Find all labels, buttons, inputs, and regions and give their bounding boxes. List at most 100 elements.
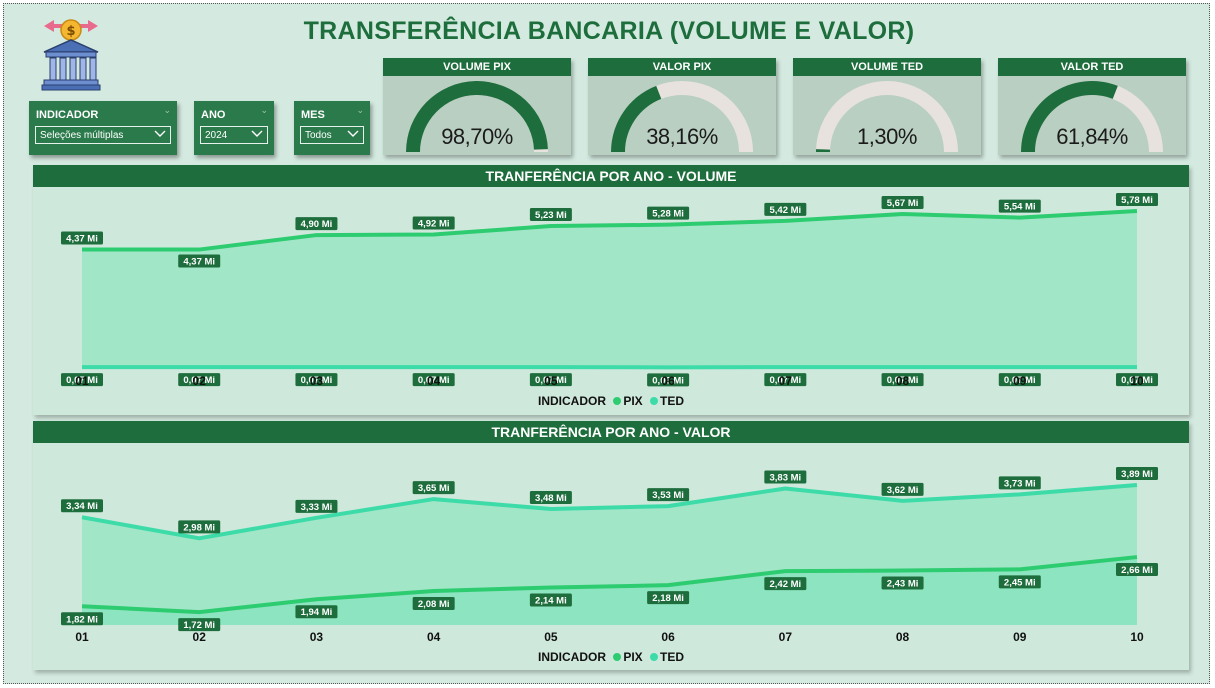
filter-options-icon[interactable]: ⌄	[163, 105, 171, 115]
data-label: 5,28 Mi	[647, 206, 690, 220]
gauge-fill	[611, 85, 662, 152]
data-label-box	[178, 618, 221, 632]
data-label: 1,72 Mi	[178, 618, 221, 632]
data-label-box	[647, 488, 690, 502]
data-label-text: 0,07 Mi	[1121, 375, 1153, 386]
data-label: 3,83 Mi	[764, 470, 807, 484]
gauge-valor-ted	[1021, 81, 1163, 152]
x-tick-label: 10	[1130, 630, 1144, 643]
data-label-box	[647, 373, 690, 387]
data-label: 0,07 Mi	[178, 373, 221, 387]
legend-pix[interactable]: PIX	[623, 394, 643, 408]
data-label: 5,54 Mi	[998, 199, 1041, 213]
data-label: 2,14 Mi	[529, 593, 572, 607]
data-label: 3,33 Mi	[295, 499, 338, 513]
kpi-title: VOLUME TED	[793, 58, 981, 76]
data-label-text: 3,73 Mi	[1004, 478, 1036, 489]
kpi-title: VALOR TED	[998, 58, 1186, 76]
data-label-text: 3,89 Mi	[1121, 469, 1153, 480]
series-line-ted	[81, 483, 1138, 541]
data-label-text: 3,33 Mi	[301, 502, 333, 513]
data-label-text: 2,18 Mi	[652, 593, 684, 604]
filter-select[interactable]: Seleções múltiplas	[35, 126, 171, 144]
data-label: 2,45 Mi	[998, 575, 1041, 589]
data-label-box	[647, 206, 690, 220]
data-label: 4,37 Mi	[61, 231, 103, 245]
data-label-text: 4,90 Mi	[301, 219, 333, 230]
data-label: 0,07 Mi	[1116, 373, 1158, 387]
filter-options-icon[interactable]: ⌄	[260, 105, 268, 115]
filter-indicador[interactable]: INDICADOR ⌄ Seleções múltiplas	[29, 101, 177, 155]
x-tick-label: 05	[544, 630, 558, 643]
data-label-text: 2,98 Mi	[183, 522, 215, 533]
data-label-box	[61, 499, 103, 513]
line-chart-volume: 4,37 Mi 4,37 Mi 4,90 Mi 4,92 Mi 5,23 Mi 5,28 …	[61, 193, 1158, 387]
data-label-text: 3,48 Mi	[535, 493, 567, 504]
x-tick-label: 04	[427, 630, 441, 643]
data-label-text: 5,28 Mi	[652, 209, 684, 220]
x-tick-label: 06	[661, 630, 675, 643]
data-label: 0,07 Mi	[998, 373, 1041, 387]
data-label-box	[764, 373, 807, 387]
data-label: 0,07 Mi	[764, 373, 807, 387]
legend-ted[interactable]: TED	[660, 394, 685, 408]
data-label: 0,07 Mi	[881, 373, 924, 387]
kpi-value: 38,16%	[646, 124, 718, 149]
data-label-box	[881, 196, 924, 210]
chart-title: TRANFERÊNCIA POR ANO - VALOR	[33, 421, 1189, 443]
data-label: 2,42 Mi	[764, 577, 807, 591]
series-area-pix	[82, 557, 1137, 625]
series-line-pix	[82, 209, 1138, 252]
data-label-box	[412, 597, 455, 611]
data-label: 2,08 Mi	[412, 597, 455, 611]
data-label: 2,43 Mi	[881, 576, 924, 590]
kpi-value: 1,30%	[857, 124, 917, 149]
data-label-box	[881, 373, 924, 387]
data-label: 5,23 Mi	[529, 208, 572, 222]
filter-label: ANO	[201, 109, 226, 121]
legend-title: INDICADOR	[537, 650, 606, 664]
filter-ano[interactable]: ANO ⌄ 2024	[194, 101, 274, 155]
data-label-box	[998, 199, 1041, 213]
legend-ted-marker	[650, 653, 659, 661]
data-label-box	[881, 576, 924, 590]
data-label-box	[764, 577, 807, 591]
data-label-box	[998, 476, 1041, 490]
data-label-box	[529, 491, 572, 505]
data-label-box	[998, 575, 1041, 589]
data-label-box	[998, 373, 1041, 387]
data-label-text: 0,07 Mi	[301, 375, 333, 386]
data-label-text: 1,72 Mi	[183, 620, 215, 631]
kpi-valor-ted: VALOR TED 61,84%	[998, 58, 1186, 155]
data-label-text: 1,82 Mi	[66, 614, 98, 625]
data-label-text: 0,07 Mi	[418, 375, 450, 386]
data-label: 2,98 Mi	[178, 520, 221, 534]
data-label: 3,73 Mi	[998, 476, 1041, 490]
kpi-value: 61,84%	[1056, 124, 1128, 149]
chevron-down-icon	[347, 130, 359, 137]
data-label: 2,66 Mi	[1116, 563, 1158, 577]
data-label: 5,78 Mi	[1116, 193, 1158, 207]
data-label: 0,07 Mi	[529, 373, 572, 387]
data-label-text: 5,23 Mi	[535, 210, 567, 221]
data-label-text: 5,42 Mi	[769, 205, 801, 216]
kpi-title: VOLUME PIX	[383, 58, 571, 76]
legend-pix-marker	[613, 397, 622, 405]
filter-select[interactable]: Todos	[300, 126, 364, 144]
x-tick-label: 07	[779, 374, 793, 387]
data-label: 3,53 Mi	[647, 488, 690, 502]
data-label-text: 3,83 Mi	[769, 473, 801, 484]
bank-money-transfer-icon: $	[41, 19, 101, 91]
legend-pix[interactable]: PIX	[623, 650, 643, 664]
gauge-volume-pix	[406, 80, 548, 152]
data-label: 0,07 Mi	[295, 373, 338, 387]
filter-mes[interactable]: MES ⌄ Todos	[294, 101, 370, 155]
filter-options-icon[interactable]: ⌄	[356, 105, 364, 115]
x-tick-label: 08	[896, 374, 910, 387]
filter-select[interactable]: 2024	[200, 126, 268, 144]
data-label-box	[295, 605, 338, 619]
x-tick-label: 09	[1013, 374, 1027, 387]
legend-ted[interactable]: TED	[660, 650, 685, 664]
data-label-text: 2,42 Mi	[769, 579, 801, 590]
kpi-valor-pix: VALOR PIX 38,16%	[588, 58, 776, 155]
